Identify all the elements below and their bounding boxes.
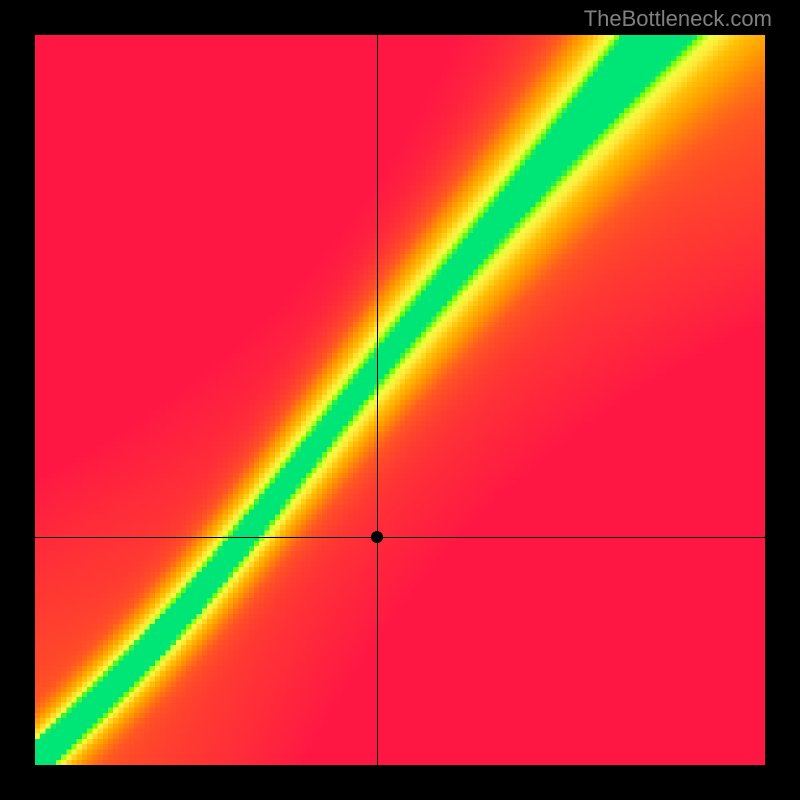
heatmap-plot xyxy=(35,35,765,765)
crosshair-horizontal xyxy=(35,537,765,538)
crosshair-vertical xyxy=(377,35,378,765)
data-point-marker xyxy=(371,531,383,543)
heatmap-canvas xyxy=(35,35,765,765)
watermark-text: TheBottleneck.com xyxy=(584,6,772,32)
